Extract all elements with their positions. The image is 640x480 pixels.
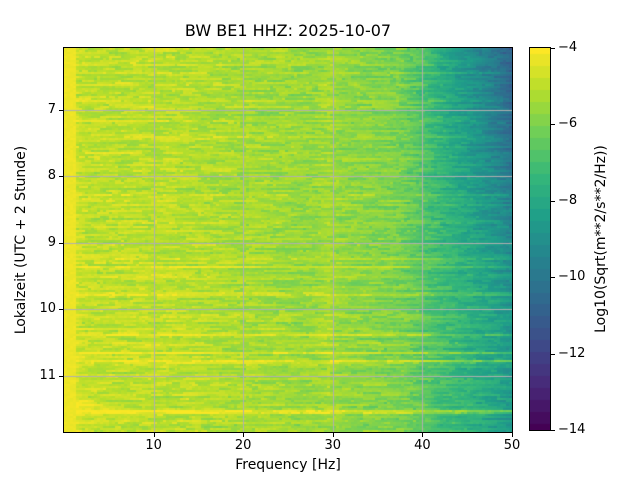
y-tick — [59, 309, 63, 311]
x-tick-label: 10 — [145, 438, 162, 453]
colorbar-tick-label: −8 — [558, 192, 578, 208]
colorbar-tick — [551, 48, 555, 49]
colorbar-label: Log10(Sqrt(m**2/s**2/Hz)) — [593, 145, 609, 333]
colorbar-tick-label: −4 — [558, 40, 578, 55]
y-tick — [59, 176, 63, 178]
colorbar-tick — [551, 353, 555, 355]
colorbar-tick — [551, 430, 555, 431]
y-tick-label: 7 — [47, 101, 56, 117]
x-tick-label: 50 — [503, 438, 521, 453]
x-tick-label: 40 — [414, 438, 431, 453]
colorbar-canvas — [530, 48, 550, 430]
x-tick-label: 30 — [324, 438, 342, 453]
x-tick — [243, 433, 245, 437]
colorbar-tick-label: −14 — [558, 422, 586, 437]
colorbar-tick-label: −6 — [558, 116, 578, 132]
spectrogram-canvas — [64, 48, 512, 432]
colorbar-tick-label: −12 — [558, 345, 586, 361]
colorbar-tick-label: −10 — [558, 269, 586, 285]
x-tick — [332, 433, 334, 437]
y-tick-label: 10 — [39, 301, 56, 317]
colorbar-tick — [551, 200, 555, 202]
x-tick — [512, 433, 513, 437]
x-tick — [422, 433, 424, 437]
x-axis-label: Frequency [Hz] — [235, 457, 341, 473]
chart-title: BW BE1 HHZ: 2025-10-07 — [184, 21, 392, 40]
y-tick-label: 11 — [39, 367, 56, 383]
y-tick-label: 8 — [47, 168, 56, 184]
y-tick-label: 9 — [47, 234, 56, 250]
colorbar — [529, 47, 551, 431]
colorbar-tick — [551, 277, 555, 279]
colorbar-tick — [551, 124, 555, 126]
y-tick — [59, 375, 63, 377]
plot-axes — [63, 47, 513, 433]
y-tick — [59, 109, 63, 111]
x-tick — [153, 433, 155, 437]
y-tick — [59, 242, 63, 244]
x-tick-label: 20 — [234, 438, 252, 453]
